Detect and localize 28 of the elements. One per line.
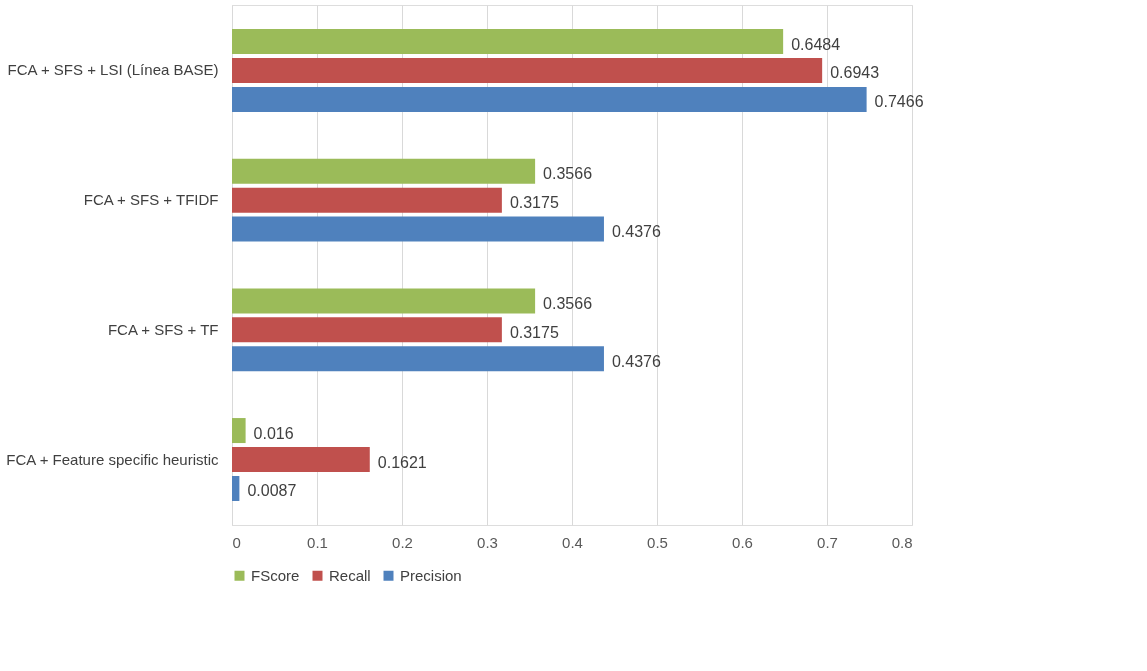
- y-tick-label: FCA + SFS + LSI (Línea BASE): [7, 61, 219, 79]
- data-label: 0.6484: [791, 35, 841, 53]
- x-tick-label: 0.8: [891, 533, 913, 551]
- x-tick-label: 0.4: [562, 533, 583, 551]
- data-label: 0.7466: [874, 93, 924, 111]
- x-tick-label: 0.1: [307, 533, 328, 551]
- y-tick-label: FCA + SFS + TF: [107, 320, 219, 338]
- y-tick-label: FCA + SFS + TFIDF: [83, 191, 219, 209]
- x-tick-label: 0.5: [647, 533, 668, 551]
- data-label: 0.0087: [247, 482, 297, 500]
- x-tick-label: 0.7: [817, 533, 838, 551]
- x-tick-label: 0.3: [477, 533, 498, 551]
- data-label: 0.3175: [509, 323, 559, 341]
- x-tick-label: 0: [232, 533, 241, 551]
- data-label: 0.6943: [830, 64, 880, 82]
- data-label: 0.3566: [543, 165, 593, 183]
- x-tick-label: 0.6: [732, 533, 753, 551]
- legend-label: Precision: [400, 566, 462, 584]
- legend-label: FScore: [251, 566, 300, 584]
- data-label: 0.4376: [611, 223, 661, 241]
- data-label: 0.016: [253, 424, 294, 442]
- data-label: 0.1621: [377, 453, 427, 471]
- y-tick-label: FCA + Feature specific heuristic: [6, 450, 219, 468]
- data-label: 0.3566: [543, 294, 593, 312]
- data-label: 0.3175: [509, 194, 559, 212]
- data-label: 0.4376: [611, 352, 661, 370]
- x-tick-label: 0.2: [392, 533, 413, 551]
- legend-label: Recall: [329, 566, 371, 584]
